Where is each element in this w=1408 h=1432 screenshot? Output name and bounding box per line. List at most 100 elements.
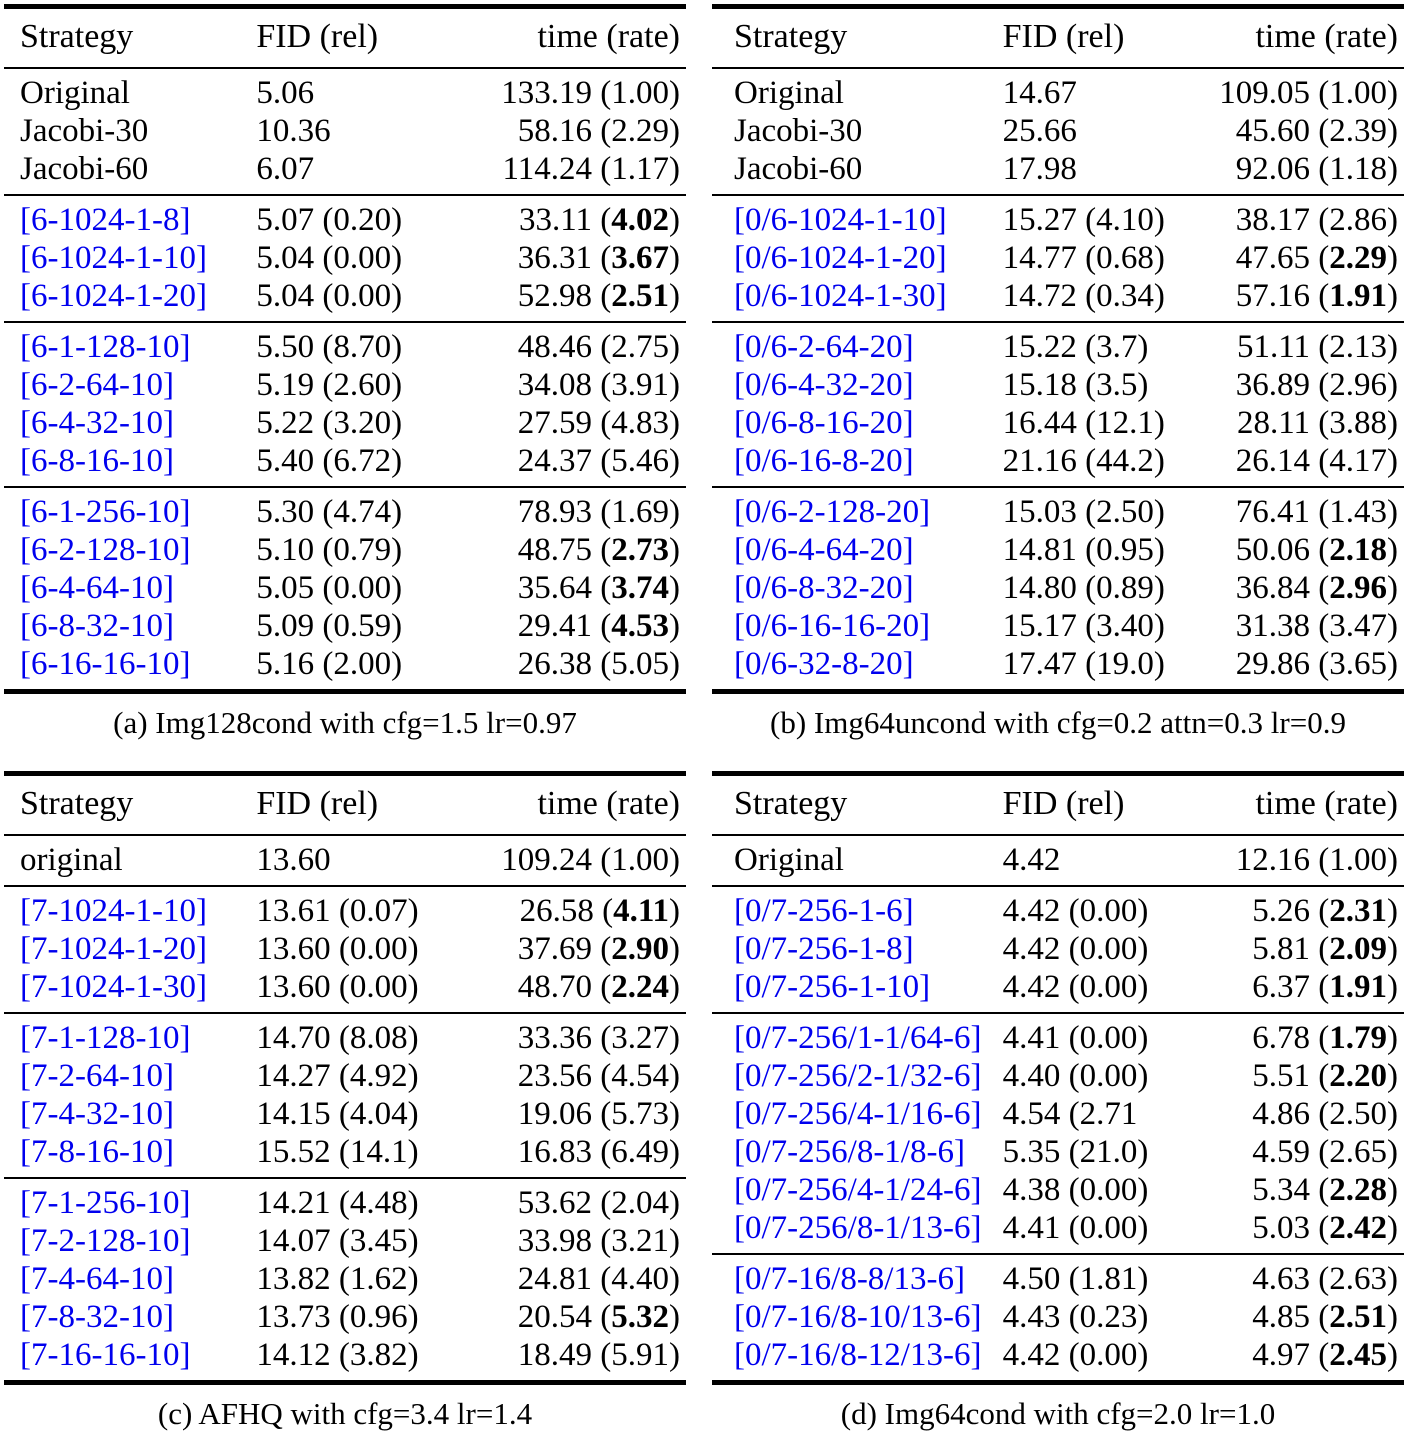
table-row: [0/6-2-128-20] 15.03 (2.50) 76.41 (1.43)	[712, 487, 1404, 531]
header-time: time (rate)	[537, 785, 680, 822]
rate-value: 4.17	[1329, 443, 1387, 479]
header-strategy: Strategy	[734, 785, 848, 822]
time-cell: 34.08 (3.91)	[517, 367, 680, 403]
table-row: [7-8-16-10] 15.52 (14.1) 16.83 (6.49)	[4, 1133, 686, 1178]
rate-value: 3.74	[611, 570, 669, 606]
fid-cell: 14.12 (3.82)	[256, 1337, 419, 1373]
table-row: [0/6-8-32-20] 14.80 (0.89) 36.84 (2.96)	[712, 569, 1404, 607]
time-cell: 26.58 (4.11)	[519, 893, 680, 929]
rate-value: 2.65	[1329, 1134, 1387, 1170]
strategy-cell: [0/7-16/8-12/13-6]	[734, 1337, 982, 1373]
fid-cell: 14.72 (0.34)	[1002, 278, 1165, 314]
fid-cell: 15.52 (14.1)	[256, 1134, 419, 1170]
table-row: [0/7-256-1-6] 4.42 (0.00) 5.26 (2.31)	[712, 886, 1404, 930]
table-group: [6-1-256-10] 5.30 (4.74) 78.93 (1.69) [6-2-…	[4, 487, 686, 692]
rate-value: 2.18	[1329, 532, 1387, 568]
strategy-cell: [7-4-32-10]	[20, 1096, 174, 1132]
strategy-cell: [0/7-256/2-1/32-6]	[734, 1058, 982, 1094]
rate-value: 3.27	[611, 1020, 669, 1056]
time-cell: 38.17 (2.86)	[1235, 202, 1398, 238]
rate-value: 5.05	[611, 646, 669, 682]
time-cell: 4.97 (2.45)	[1252, 1337, 1398, 1373]
fid-cell: 4.42	[1002, 842, 1061, 878]
rate-value: 2.86	[1329, 202, 1387, 238]
strategy-cell: [6-1-256-10]	[20, 494, 191, 530]
strategy-cell: [6-8-16-10]	[20, 443, 174, 479]
fid-cell: 14.21 (4.48)	[256, 1185, 419, 1221]
fid-cell: 5.10 (0.79)	[256, 532, 403, 568]
table-c: Strategy FID (rel) time (rate) original 1…	[4, 771, 686, 1385]
time-cell: 4.86 (2.50)	[1252, 1096, 1398, 1132]
fid-cell: 25.66	[1002, 113, 1077, 149]
strategy-cell: [0/6-1024-1-20]	[734, 240, 947, 276]
table-group: [6-1-128-10] 5.50 (8.70) 48.46 (2.75) [6-2-…	[4, 322, 686, 487]
rate-value: 6.49	[611, 1134, 669, 1170]
fid-cell: 14.07 (3.45)	[256, 1223, 419, 1259]
strategy-cell: [0/6-32-8-20]	[734, 646, 914, 682]
strategy-cell: [6-4-32-10]	[20, 405, 174, 441]
rate-value: 2.28	[1329, 1172, 1387, 1208]
table-row: [6-1-128-10] 5.50 (8.70) 48.46 (2.75)	[4, 322, 686, 366]
time-cell: 52.98 (2.51)	[517, 278, 680, 314]
strategy-cell: [0/7-256/4-1/24-6]	[734, 1172, 982, 1208]
time-cell: 109.24 (1.00)	[501, 842, 680, 878]
time-cell: 27.59 (4.83)	[517, 405, 680, 441]
table-group: [0/7-16/8-8/13-6] 4.50 (1.81) 4.63 (2.63)[…	[712, 1254, 1404, 1383]
strategy-cell: [7-1-128-10]	[20, 1020, 191, 1056]
table-row: Original 14.67 109.05 (1.00)	[712, 68, 1404, 112]
fid-cell: 5.05 (0.00)	[256, 570, 403, 606]
time-cell: 4.63 (2.63)	[1252, 1261, 1398, 1297]
fid-cell: 13.60 (0.00)	[256, 969, 419, 1005]
rate-value: 5.46	[611, 443, 669, 479]
time-cell: 26.14 (4.17)	[1235, 443, 1398, 479]
rate-value: 2.75	[611, 329, 669, 365]
strategy-cell: Original	[20, 75, 130, 111]
fid-cell: 13.60	[256, 842, 331, 878]
table-caption-d: (d) Img64cond with cfg=2.0 lr=1.0	[840, 1396, 1276, 1431]
header-fid: FID (rel)	[256, 785, 379, 822]
rate-value: 2.39	[1329, 113, 1387, 149]
header-row: Strategy FID (rel) time (rate)	[712, 7, 1404, 68]
fid-cell: 15.22 (3.7)	[1002, 329, 1149, 365]
time-cell: 35.64 (3.74)	[517, 570, 680, 606]
fid-cell: 4.50 (1.81)	[1002, 1261, 1149, 1297]
time-cell: 33.11 (4.02)	[518, 202, 680, 238]
fid-cell: 4.42 (0.00)	[1002, 1337, 1149, 1373]
table-row: Original 4.42 12.16 (1.00)	[712, 835, 1404, 886]
table-row: Jacobi-30 25.66 45.60 (2.39)	[712, 112, 1404, 150]
fid-cell: 15.27 (4.10)	[1002, 202, 1165, 238]
table-row: [0/7-16/8-12/13-6] 4.42 (0.00) 4.97 (2.45)	[712, 1336, 1404, 1383]
table-row: [7-1-128-10] 14.70 (8.08) 33.36 (3.27)	[4, 1013, 686, 1057]
rate-value: 1.00	[1329, 75, 1387, 111]
table-row: [6-1024-1-20] 5.04 (0.00) 52.98 (2.51)	[4, 277, 686, 322]
header-row: Strategy FID (rel) time (rate)	[4, 7, 686, 68]
table-group: [7-1024-1-10] 13.61 (0.07) 26.58 (4.11) [7-…	[4, 886, 686, 1013]
table-row: [6-1-256-10] 5.30 (4.74) 78.93 (1.69)	[4, 487, 686, 531]
time-cell: 37.69 (2.90)	[517, 931, 680, 967]
strategy-cell: Original	[734, 75, 844, 111]
table-group: Original 14.67 109.05 (1.00) Jacobi-30 25.66…	[712, 68, 1404, 195]
time-cell: 19.06 (5.73)	[517, 1096, 680, 1132]
table-row: [7-2-64-10] 14.27 (4.92) 23.56 (4.54)	[4, 1057, 686, 1095]
strategy-cell: [0/7-256/1-1/64-6]	[734, 1020, 982, 1056]
strategy-cell: [7-1024-1-20]	[20, 931, 207, 967]
rate-value: 2.90	[611, 931, 669, 967]
time-cell: 78.93 (1.69)	[517, 494, 680, 530]
strategy-cell: [0/6-16-16-20]	[734, 608, 931, 644]
strategy-cell: [6-4-64-10]	[20, 570, 174, 606]
strategy-cell: [0/7-256/8-1/8-6]	[734, 1134, 965, 1170]
rate-value: 3.67	[611, 240, 669, 276]
time-cell: 23.56 (4.54)	[517, 1058, 680, 1094]
strategy-cell: [6-16-16-10]	[20, 646, 191, 682]
header-row: Strategy FID (rel) time (rate)	[4, 774, 686, 835]
rate-value: 3.47	[1329, 608, 1387, 644]
table-row: [0/7-256-1-8] 4.42 (0.00) 5.81 (2.09)	[712, 930, 1404, 968]
strategy-cell: [0/7-16/8-10/13-6]	[734, 1299, 982, 1335]
table-row: [0/7-256/4-1/24-6] 4.38 (0.00) 5.34 (2.28)	[712, 1171, 1404, 1209]
time-cell: 18.49 (5.91)	[517, 1337, 680, 1373]
results-table-a: Strategy FID (rel) time (rate) Original 5…	[4, 4, 686, 741]
strategy-cell: original	[20, 842, 123, 878]
rate-value: 2.42	[1329, 1210, 1387, 1246]
strategy-cell: [6-1-128-10]	[20, 329, 191, 365]
rate-value: 2.09	[1329, 931, 1387, 967]
